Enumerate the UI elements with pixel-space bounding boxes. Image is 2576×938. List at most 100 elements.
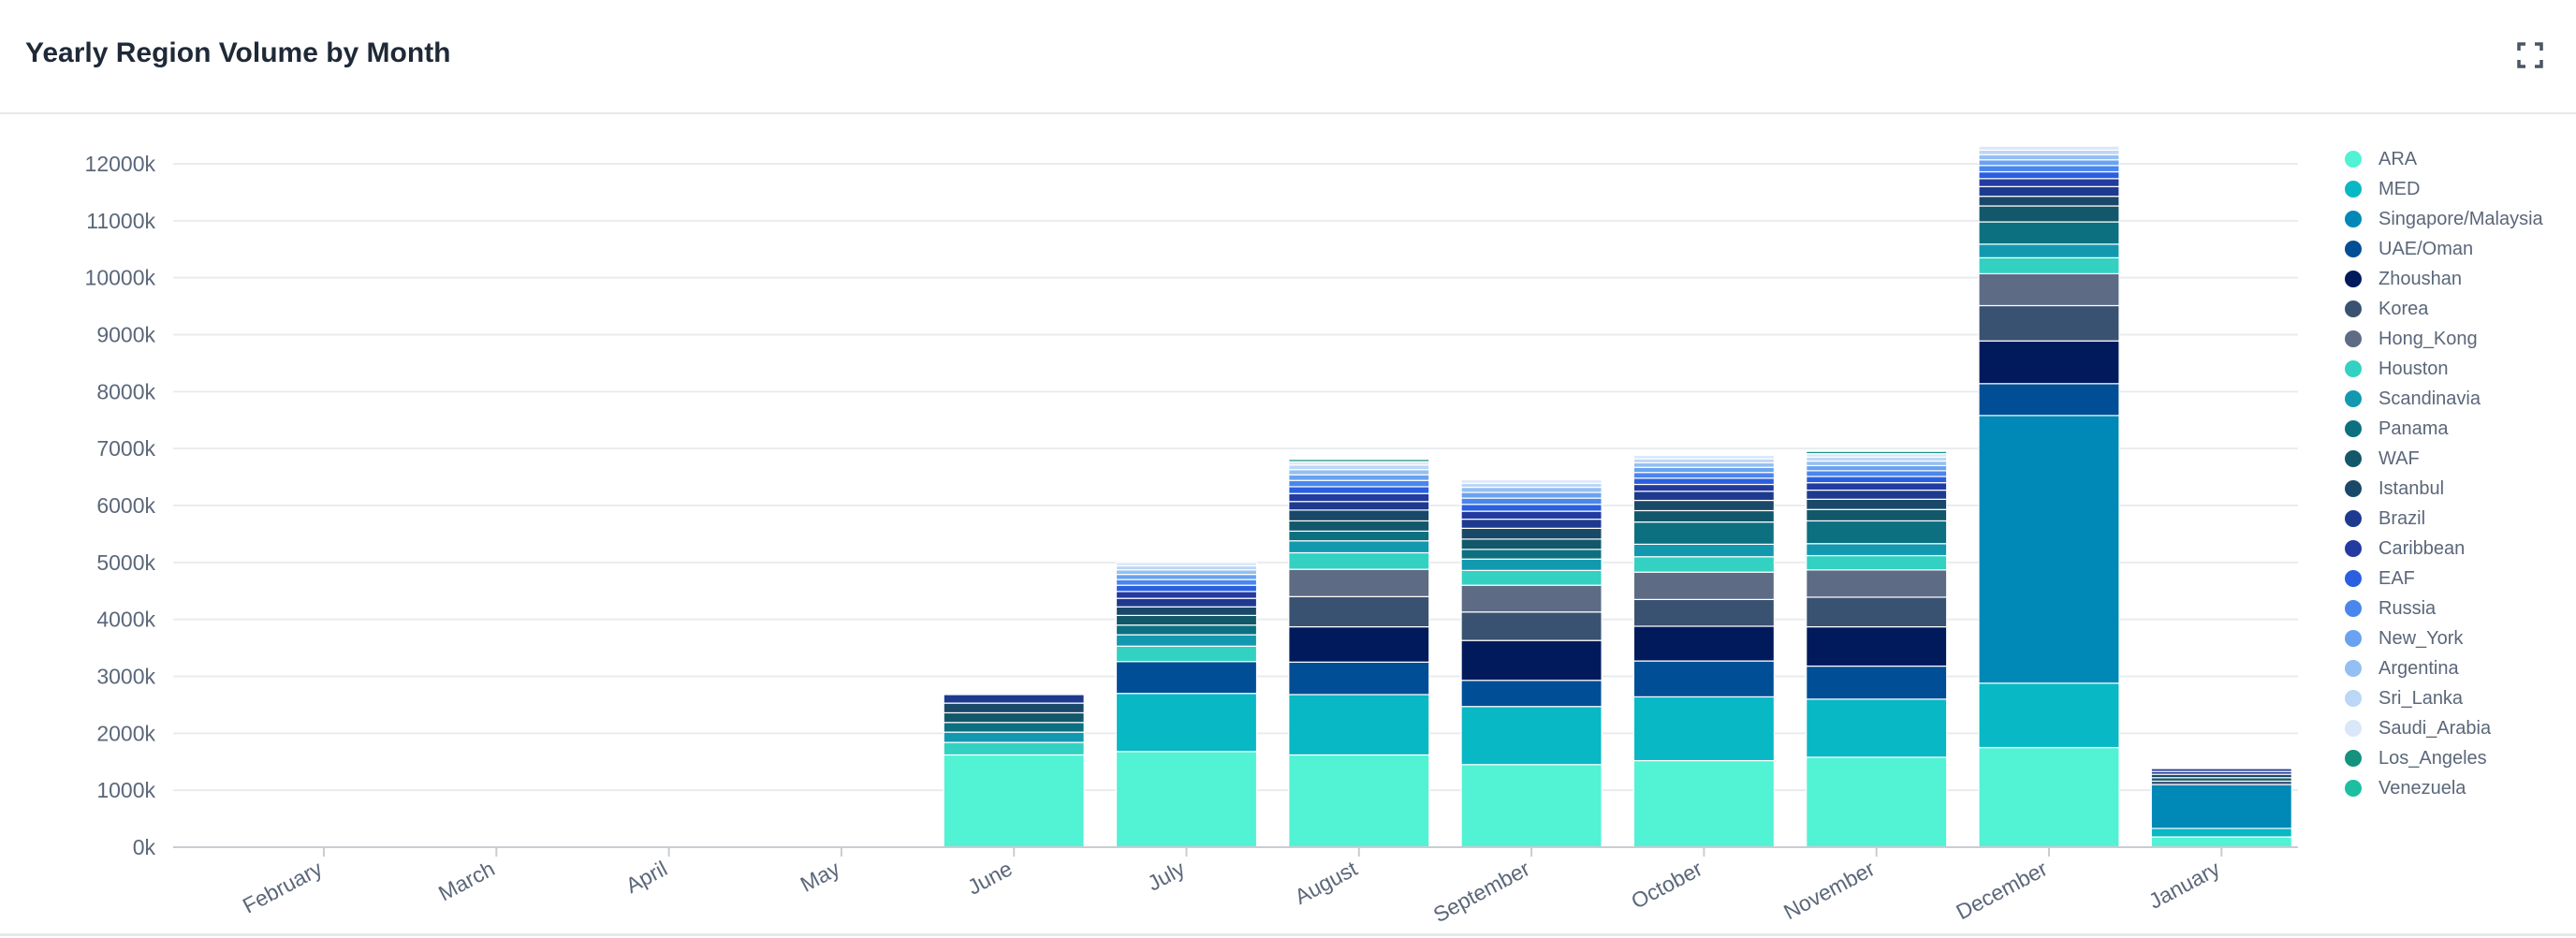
legend-item[interactable]: Korea [2345, 294, 2574, 324]
bar-segment [1806, 508, 1948, 522]
x-tick-label: June [963, 856, 1016, 899]
legend-label: Sri_Lanka [2378, 687, 2464, 709]
bar-segment [1632, 462, 1776, 468]
legend-item[interactable]: Brazil [2345, 504, 2574, 534]
bar-segment [1460, 510, 1603, 520]
bar-segment [1115, 634, 1258, 647]
bar-segment [1806, 470, 1948, 477]
legend-label: WAF [2378, 447, 2420, 469]
bar-segment [1632, 625, 1776, 662]
legend-item[interactable]: Singapore/Malaysia [2345, 204, 2574, 234]
x-tick-label: May [797, 856, 844, 897]
bar-segment [1115, 574, 1258, 580]
legend-item[interactable]: Hong_Kong [2345, 324, 2574, 354]
legend-item[interactable]: MED [2345, 174, 2574, 204]
legend-label: Venezuela [2378, 777, 2466, 799]
legend-swatch [2345, 211, 2362, 227]
bar-segment [1460, 491, 1603, 499]
legend-item[interactable]: Los_Angeles [2345, 743, 2574, 773]
x-tick-label: January [2144, 856, 2224, 914]
bar-segment [1978, 170, 2120, 180]
legend-swatch [2345, 570, 2362, 587]
legend-label: Panama [2378, 418, 2449, 439]
legend-item[interactable]: Venezuela [2345, 773, 2574, 803]
bar-segment [1288, 661, 1430, 696]
legend-swatch [2345, 271, 2362, 287]
bar-segment [1978, 746, 2120, 848]
bar-segment [1115, 751, 1258, 848]
legend-item[interactable]: Argentina [2345, 653, 2574, 683]
legend-swatch [2345, 690, 2362, 707]
legend-item[interactable]: Caribbean [2345, 534, 2574, 564]
bar-segment [2150, 784, 2292, 829]
chart-area: 0k 1000k 2000k 3000k 4000k 5000k 6000k 7000k 800… [0, 114, 2576, 936]
bar-segment [1632, 660, 1776, 698]
x-tick-label: March [434, 856, 499, 905]
bar-segment [1460, 504, 1603, 512]
bar-segment [1288, 568, 1430, 597]
legend-swatch [2345, 360, 2362, 377]
bar-segment [1460, 527, 1603, 540]
bar-segment [1978, 196, 2120, 207]
bar-segment [1288, 551, 1430, 570]
y-tick-label: 0k [133, 835, 156, 859]
legend-item[interactable]: Scandinavia [2345, 384, 2574, 414]
bar-segment [1115, 569, 1258, 576]
legend-item[interactable]: Houston [2345, 354, 2574, 384]
expand-icon[interactable] [2514, 39, 2546, 71]
legend-label: Russia [2378, 597, 2437, 619]
bar-segment [1632, 472, 1776, 479]
legend-swatch [2345, 300, 2362, 317]
legend-item[interactable]: ARA [2345, 144, 2574, 174]
bar-segment [1460, 497, 1603, 506]
x-tick-label: August [1291, 856, 1362, 909]
bar-segment [1978, 383, 2120, 417]
legend-item[interactable]: Istanbul [2345, 474, 2574, 504]
bar-segment [1632, 458, 1776, 463]
bar-segment [1288, 509, 1430, 522]
x-tick-label: February [239, 856, 327, 917]
legend-item[interactable]: EAF [2345, 564, 2574, 594]
bar-segment [1806, 596, 1948, 628]
bar-segment [1632, 454, 1776, 460]
bar-segment [1632, 477, 1776, 486]
bar-segment [1632, 556, 1776, 573]
legend-item[interactable]: WAF [2345, 444, 2574, 474]
chart-title: Yearly Region Volume by Month [25, 37, 451, 68]
bar-segment [1115, 661, 1258, 695]
legend-item[interactable]: UAE/Oman [2345, 234, 2574, 264]
legend-swatch [2345, 241, 2362, 257]
bar-segment [943, 711, 1085, 724]
bar-segment [1288, 474, 1430, 481]
legend-label: Saudi_Arabia [2378, 717, 2492, 739]
legend-item[interactable]: New_York [2345, 623, 2574, 653]
bar-segment [1806, 464, 1948, 472]
bar-segment [1806, 520, 1948, 545]
y-tick-label: 3000k [96, 665, 155, 689]
legend-swatch [2345, 181, 2362, 198]
bar-segment [1115, 624, 1258, 636]
x-tick-label: July [1144, 856, 1190, 895]
bar-segment [1632, 696, 1776, 762]
bar-segment [1978, 243, 2120, 258]
card-header: Yearly Region Volume by Month [0, 0, 2576, 114]
bar-segment [1115, 614, 1258, 626]
bar-segment [1632, 483, 1776, 492]
x-tick-label: December [1952, 856, 2051, 924]
bar-segment [1806, 456, 1948, 462]
bar-segment [1460, 764, 1603, 848]
legend-label: New_York [2378, 627, 2464, 649]
legend-item[interactable]: Saudi_Arabia [2345, 713, 2574, 743]
legend-item[interactable]: Panama [2345, 414, 2574, 444]
bar-segment [1978, 159, 2120, 167]
bar-segment [1978, 149, 2120, 155]
x-tick-label: November [1779, 856, 1879, 924]
legend-item[interactable]: Russia [2345, 594, 2574, 623]
legend-item[interactable]: Sri_Lanka [2345, 683, 2574, 713]
bar-segment [1460, 549, 1603, 560]
y-tick-label: 12000k [85, 152, 156, 176]
bar-segment [1806, 482, 1948, 491]
bar-segment [1460, 558, 1603, 571]
bar-segment [1806, 665, 1948, 700]
legend-item[interactable]: Zhoushan [2345, 264, 2574, 294]
